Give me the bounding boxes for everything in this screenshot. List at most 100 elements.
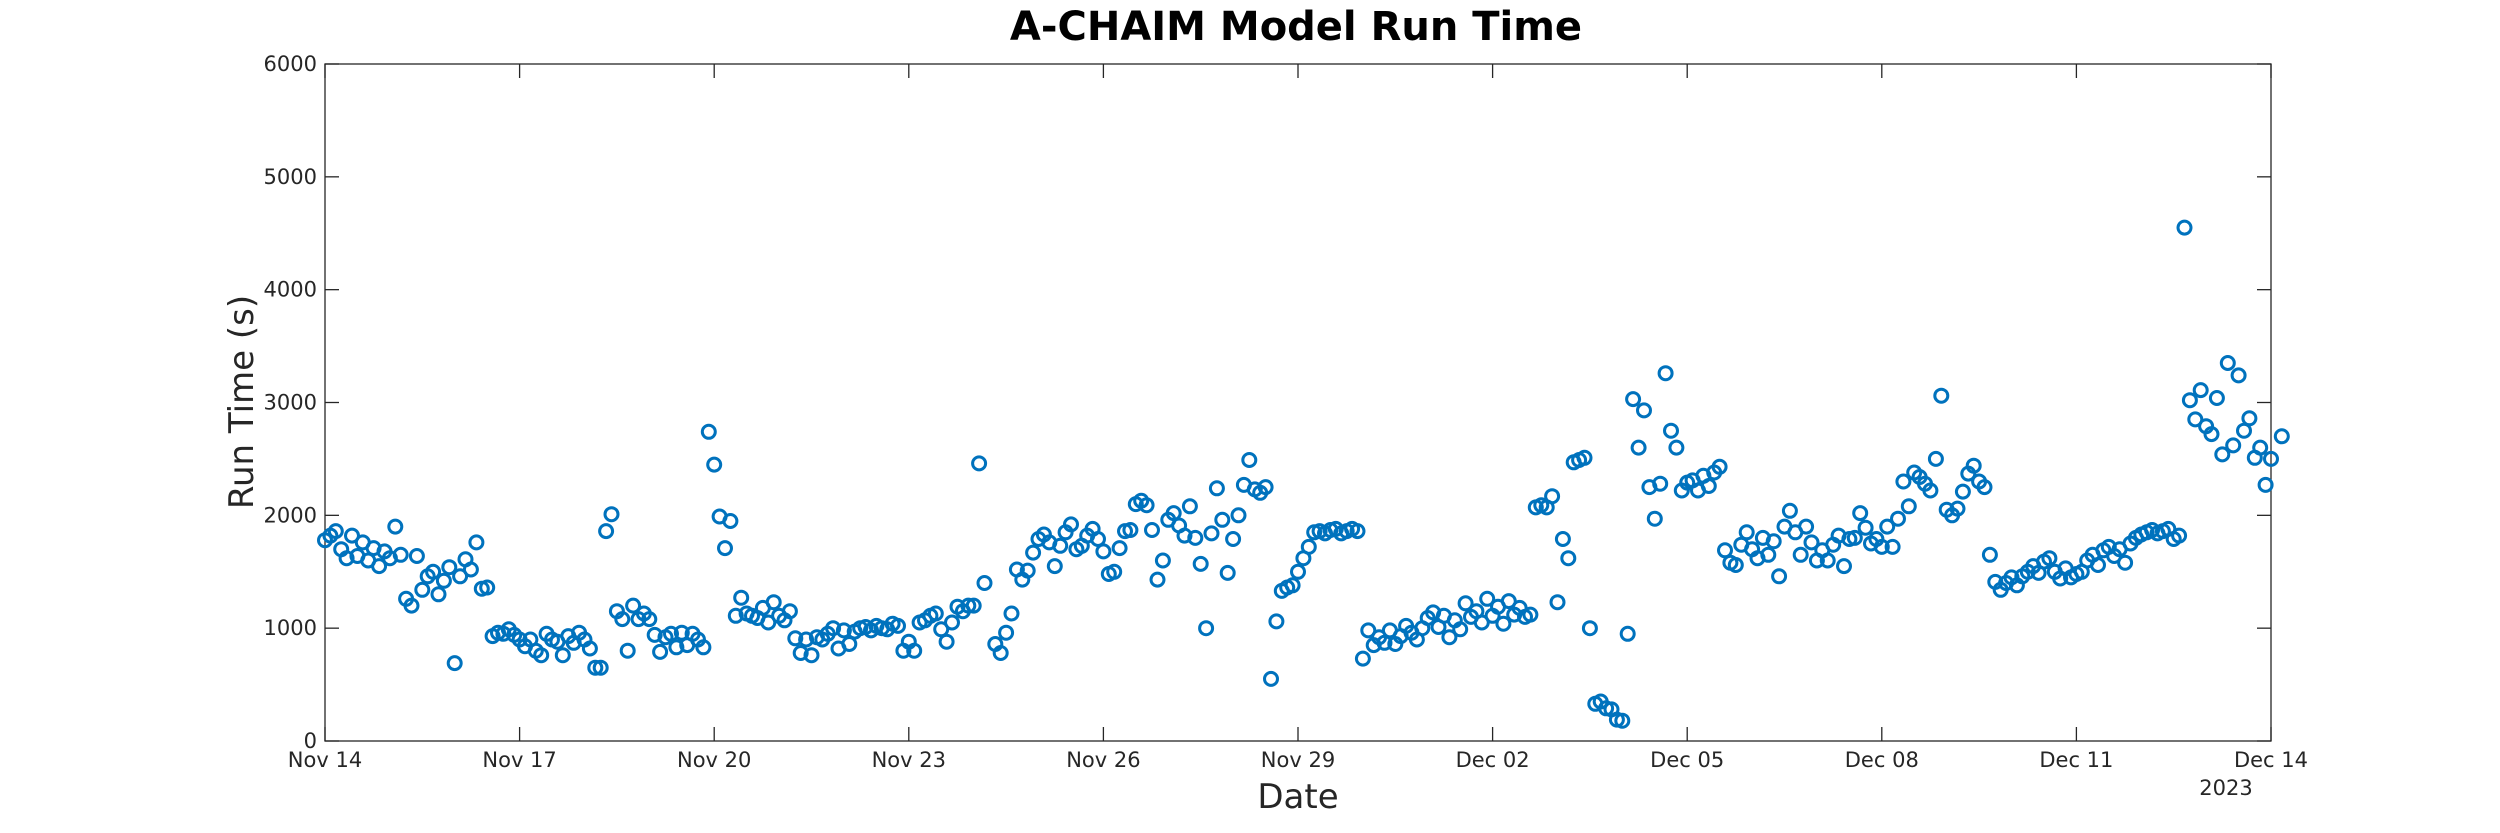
data-point [446,655,463,672]
data-point [1257,479,1274,496]
x-tick-label: Dec 05 [1650,748,1724,772]
data-point [2225,437,2242,454]
data-point [1933,387,1950,404]
data-point [1846,529,1863,546]
data-point [2252,439,2269,456]
data-point [1111,540,1128,557]
data-point [1657,365,1674,382]
data-point [825,620,842,637]
data-point [592,659,609,676]
y-axis-label: Run Time (s) [222,295,262,509]
data-point [1549,594,1566,611]
data-point [1354,650,1371,667]
data-point [1700,478,1717,494]
data-point [2263,450,2279,467]
data-point [1760,546,1777,563]
data-point [835,622,852,639]
data-point [1241,452,1258,468]
data-point [1122,522,1139,538]
data-point [1727,557,1744,573]
data-point [425,563,442,580]
data-point [2117,554,2134,571]
data-point [2257,476,2274,493]
data-point [1981,546,1998,563]
data-point [1452,621,1469,638]
data-point [2171,527,2188,544]
x-tick-label: Dec 08 [1845,748,1919,772]
data-point [1922,482,1939,499]
data-point [1268,613,1285,630]
data-point [371,558,388,575]
data-point [387,518,404,535]
data-point [2176,219,2193,236]
y-tick-label: 1000 [264,616,317,640]
data-point [1630,439,1647,456]
data-point [1884,538,1901,555]
data-point [722,513,739,529]
data-point [938,633,955,650]
data-point [890,617,906,634]
data-point [1138,497,1155,514]
data-point [1554,531,1571,547]
y-tick-label: 0 [304,729,317,753]
data-point [1495,615,1512,632]
data-point [1225,531,1242,547]
data-point [414,581,431,598]
x-tick-label: Nov 26 [1066,748,1140,772]
y-tick-label: 2000 [264,503,317,527]
data-point [1792,546,1809,563]
data-point [1900,498,1917,515]
axis-ticks: Nov 14 Nov 17 Nov 20 Nov 23 Nov 26 Nov 29 Dec … [264,52,2308,772]
data-point [603,506,620,523]
data-point [1614,712,1631,729]
data-point [1263,670,1279,687]
data-point [927,605,944,622]
x-tick-label: Dec 11 [2039,748,2113,772]
data-point [1781,502,1798,519]
data-point [1668,439,1685,456]
x-axis-year-label: 2023 [2199,776,2252,800]
data-point [1052,537,1069,554]
data-point [1576,449,1593,466]
data-point [1290,563,1306,580]
data-point [1927,450,1944,467]
data-point [1857,519,1874,536]
data-point [1176,527,1193,544]
data-point [803,647,820,664]
data-point [1106,563,1123,580]
data-point [554,647,571,664]
data-point [1879,518,1896,535]
data-point [619,642,636,659]
data-point [625,597,642,614]
data-point [1230,507,1247,524]
data-point [392,546,409,563]
data-point [1208,480,1225,497]
data-point [1457,595,1474,612]
data-point [1219,564,1236,581]
data-point [338,550,355,567]
data-point [706,456,723,473]
data-point [1819,552,1836,569]
data-point [1284,577,1301,594]
x-axis-label: Date [1257,777,1338,817]
data-point [435,572,452,589]
x-tick-label: Nov 14 [288,748,362,772]
data-point [2181,392,2198,409]
data-point [1646,510,1663,527]
data-point [652,643,669,660]
data-point [1625,391,1642,408]
data-point [533,647,550,664]
data-point [403,597,420,614]
data-point [944,614,960,631]
data-point [408,548,425,564]
data-point [1636,402,1652,419]
data-point [663,625,679,642]
data-point [960,597,977,614]
data-point [2273,428,2290,445]
data-point [479,579,496,596]
data-point [1738,524,1755,541]
data-point [1873,538,1890,555]
data-point [1144,522,1160,538]
data-point [765,594,782,611]
